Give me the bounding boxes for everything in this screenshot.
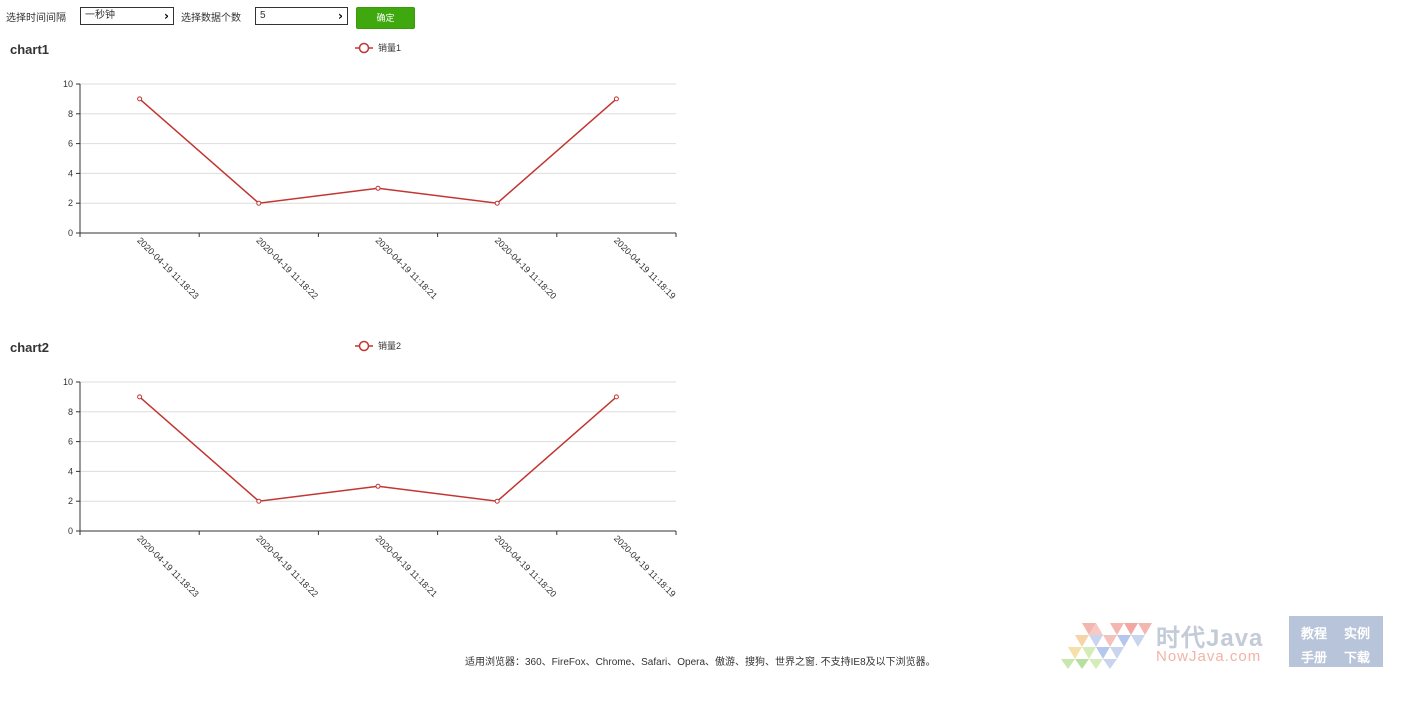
count-label: 选择数据个数: [181, 13, 241, 24]
watermark-link-download[interactable]: 下载: [1344, 650, 1371, 665]
interval-select-value: 一秒钟: [85, 10, 115, 21]
x-tick-label: 2020-04-19 11:18:21: [374, 235, 440, 301]
watermark-link-box: 教程 实例 手册 下载: [1289, 616, 1383, 667]
legend-label: 销量2: [378, 340, 401, 351]
y-tick-label: 10: [63, 79, 73, 89]
data-point[interactable]: [613, 96, 619, 102]
x-tick-label: 2020-04-19 11:18:23: [135, 533, 201, 599]
y-tick-label: 4: [68, 466, 73, 476]
chevron-right-icon: ›: [338, 9, 343, 23]
data-point[interactable]: [256, 498, 262, 504]
data-point[interactable]: [256, 200, 262, 206]
data-point[interactable]: [494, 200, 500, 206]
y-tick-label: 8: [68, 109, 73, 119]
x-tick-label: 2020-04-19 11:18:23: [135, 235, 201, 301]
watermark-link-manual[interactable]: 手册: [1301, 650, 1328, 665]
y-tick-label: 8: [68, 407, 73, 417]
data-point[interactable]: [494, 498, 500, 504]
legend[interactable]: 销量1: [355, 42, 401, 54]
chart2-title: chart2: [10, 340, 50, 355]
interval-label: 选择时间间隔: [6, 13, 66, 24]
data-point[interactable]: [375, 185, 381, 191]
legend[interactable]: 销量2: [355, 340, 401, 352]
y-tick-label: 10: [63, 377, 73, 387]
x-tick-label: 2020-04-19 11:18:22: [254, 533, 320, 599]
data-point[interactable]: [137, 394, 143, 400]
y-tick-label: 0: [68, 526, 73, 536]
chart1-title: chart1: [10, 42, 50, 57]
confirm-button[interactable]: 确定: [356, 7, 415, 29]
y-tick-label: 0: [68, 228, 73, 238]
legend-label: 销量1: [378, 42, 401, 53]
interval-select[interactable]: 一秒钟 ›: [80, 7, 174, 25]
toolbar: 选择时间间隔 一秒钟 › 选择数据个数 5 › 确定: [0, 0, 700, 34]
data-point[interactable]: [613, 394, 619, 400]
triangle-logo-icon: [1061, 623, 1152, 669]
data-point[interactable]: [137, 96, 143, 102]
x-tick-label: 2020-04-19 11:18:22: [254, 235, 320, 301]
y-tick-label: 6: [68, 437, 73, 447]
x-tick-label: 2020-04-19 11:18:20: [493, 533, 559, 599]
x-tick-label: 2020-04-19 11:18:21: [374, 533, 440, 599]
y-tick-label: 4: [68, 168, 73, 178]
chevron-right-icon: ›: [164, 9, 169, 23]
browser-support-text: 适用浏览器：360、FireFox、Chrome、Safari、Opera、傲游…: [465, 657, 936, 668]
legend-marker-icon: [358, 42, 370, 54]
count-select-value: 5: [260, 10, 266, 21]
watermark-link-tutorial[interactable]: 教程: [1301, 626, 1328, 641]
chart2: 销量2 0 2 4 6 8 10 2020-04-19 11:18:23 2020-04-19 …: [63, 340, 678, 599]
legend-marker-icon: [358, 340, 370, 352]
y-tick-label: 2: [68, 496, 73, 506]
x-tick-label: 2020-04-19 11:18:20: [493, 235, 559, 301]
x-tick-label: 2020-04-19 11:18:19: [612, 235, 678, 301]
chart1: 销量1 0 2 4 6 8 10 2020-04-19 11:18:23 2020-04-19 …: [63, 42, 678, 301]
nowjava-watermark: 时代Java NowJava.com 教程 实例 手册 下载: [1060, 616, 1390, 670]
data-point[interactable]: [375, 483, 381, 489]
watermark-subtitle: NowJava.com: [1156, 648, 1262, 665]
x-tick-label: 2020-04-19 11:18:19: [612, 533, 678, 599]
y-tick-label: 6: [68, 139, 73, 149]
watermark-link-examples[interactable]: 实例: [1344, 626, 1371, 641]
watermark-title: 时代Java: [1156, 625, 1264, 652]
count-select[interactable]: 5 ›: [255, 7, 348, 25]
y-tick-label: 2: [68, 198, 73, 208]
